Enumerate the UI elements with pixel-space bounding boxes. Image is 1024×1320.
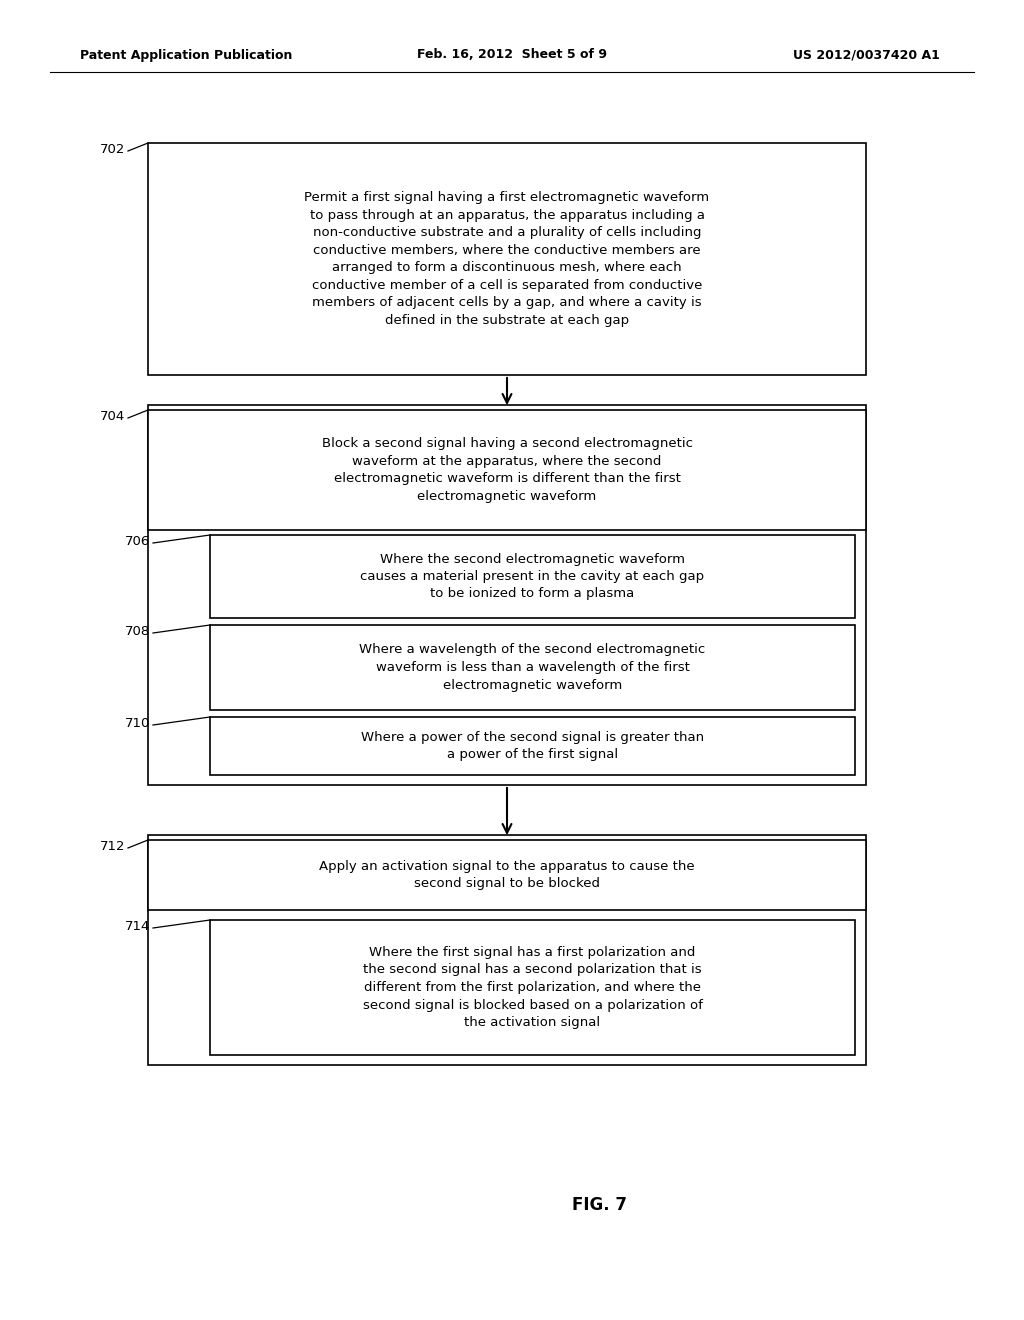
Text: US 2012/0037420 A1: US 2012/0037420 A1 [794, 49, 940, 62]
Text: Feb. 16, 2012  Sheet 5 of 9: Feb. 16, 2012 Sheet 5 of 9 [417, 49, 607, 62]
Bar [148, 836, 866, 1065]
Bar [148, 143, 866, 375]
Text: 702: 702 [99, 143, 125, 156]
Text: Where a wavelength of the second electromagnetic
waveform is less than a wavelen: Where a wavelength of the second electro… [359, 644, 706, 692]
Text: Patent Application Publication: Patent Application Publication [80, 49, 293, 62]
Bar [210, 535, 855, 618]
Text: 710: 710 [125, 717, 150, 730]
Text: Permit a first signal having a first electromagnetic waveform
to pass through at: Permit a first signal having a first ele… [304, 191, 710, 327]
Text: 708: 708 [125, 624, 150, 638]
Text: 704: 704 [99, 411, 125, 422]
Bar [210, 717, 855, 775]
Text: Where a power of the second signal is greater than
a power of the first signal: Where a power of the second signal is gr… [360, 731, 705, 762]
Bar [148, 411, 866, 531]
Bar [210, 624, 855, 710]
Bar [210, 920, 855, 1055]
Text: FIG. 7: FIG. 7 [572, 1196, 628, 1214]
Text: Where the second electromagnetic waveform
causes a material present in the cavit: Where the second electromagnetic wavefor… [360, 553, 705, 601]
Text: 712: 712 [99, 840, 125, 853]
Text: Block a second signal having a second electromagnetic
waveform at the apparatus,: Block a second signal having a second el… [322, 437, 692, 503]
Text: Apply an activation signal to the apparatus to cause the
second signal to be blo: Apply an activation signal to the appara… [319, 859, 695, 890]
Text: 706: 706 [125, 535, 150, 548]
Bar [148, 405, 866, 785]
Bar [148, 840, 866, 909]
Text: 714: 714 [125, 920, 150, 933]
Text: Where the first signal has a first polarization and
the second signal has a seco: Where the first signal has a first polar… [362, 946, 702, 1030]
